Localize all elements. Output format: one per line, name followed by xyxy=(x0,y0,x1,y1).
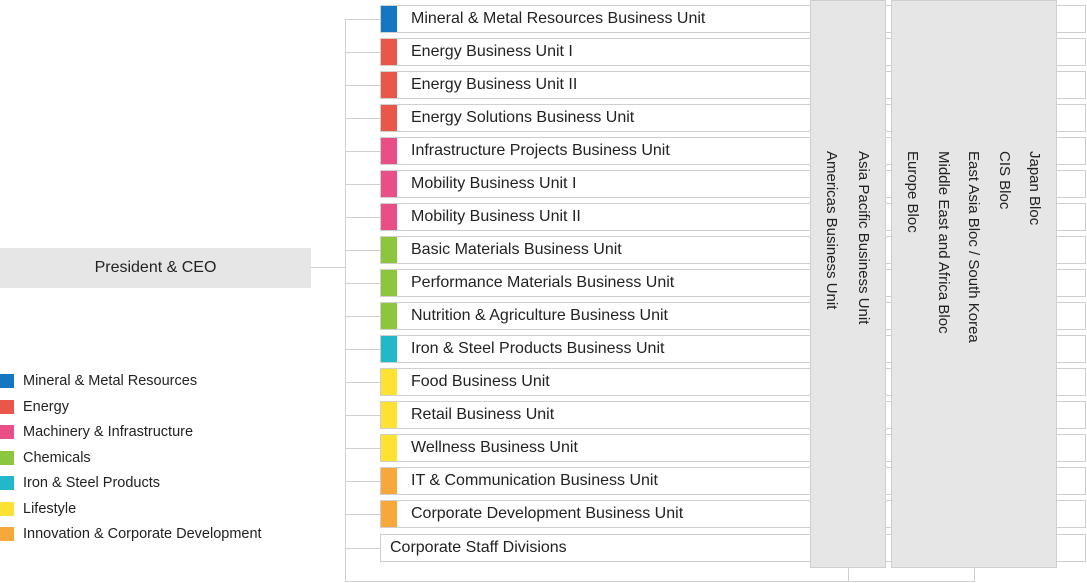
business-unit-label: Retail Business Unit xyxy=(411,406,555,423)
legend-swatch xyxy=(0,527,14,541)
category-swatch xyxy=(381,237,397,263)
category-swatch xyxy=(381,204,397,230)
category-swatch xyxy=(381,369,397,395)
business-unit-label: IT & Communication Business Unit xyxy=(411,472,658,489)
regional-bloc-label: Japan Bloc xyxy=(1026,151,1043,226)
regional-bloc-label: Middle East and Africa Bloc xyxy=(935,151,952,334)
legend-swatch xyxy=(0,400,14,414)
branch-connector xyxy=(345,448,380,449)
business-unit-label: Energy Solutions Business Unit xyxy=(411,109,635,126)
branch-connector xyxy=(345,118,380,119)
legend-item: Chemicals xyxy=(0,450,91,466)
category-swatch xyxy=(381,138,397,164)
legend-item: Machinery & Infrastructure xyxy=(0,424,193,440)
legend-label: Energy xyxy=(23,399,69,415)
drop-line-blocs xyxy=(974,567,975,582)
legend-label: Mineral & Metal Resources xyxy=(23,373,198,389)
branch-connector xyxy=(345,415,380,416)
trunk-line xyxy=(345,19,346,582)
ceo-box: President & CEO xyxy=(0,248,311,288)
category-swatch xyxy=(381,72,397,98)
regional-unit-label: Asia Pacific Business Unit xyxy=(855,151,872,325)
branch-connector xyxy=(345,250,380,251)
legend-swatch xyxy=(0,374,14,388)
category-swatch xyxy=(381,336,397,362)
legend-swatch xyxy=(0,476,14,490)
legend-item: Innovation & Corporate Development xyxy=(0,526,262,542)
legend-label: Innovation & Corporate Development xyxy=(23,526,262,542)
drop-line-regional xyxy=(848,567,849,582)
category-swatch xyxy=(381,6,397,32)
branch-connector xyxy=(345,548,380,549)
branch-connector xyxy=(345,283,380,284)
business-unit-label: Iron & Steel Products Business Unit xyxy=(411,340,665,357)
business-unit-label: Food Business Unit xyxy=(411,373,550,390)
branch-connector xyxy=(345,19,380,20)
legend-swatch xyxy=(0,502,14,516)
business-unit-label: Performance Materials Business Unit xyxy=(411,274,675,291)
category-swatch xyxy=(381,303,397,329)
business-unit-label: Infrastructure Projects Business Unit xyxy=(411,142,670,159)
regional-bloc-label: Europe Bloc xyxy=(904,151,921,233)
branch-connector xyxy=(345,52,380,53)
category-swatch xyxy=(381,468,397,494)
regional-unit-label: Americas Business Unit xyxy=(823,151,840,310)
legend-label: Lifestyle xyxy=(23,501,77,517)
regional-blocs-panel: Japan Bloc CIS Bloc East Asia Bloc / Sou… xyxy=(891,0,1057,568)
ceo-label: President & CEO xyxy=(94,259,217,276)
category-swatch xyxy=(381,435,397,461)
bottom-line xyxy=(345,581,975,582)
branch-connector xyxy=(345,514,380,515)
business-unit-label: Energy Business Unit II xyxy=(411,76,578,93)
legend-label: Iron & Steel Products xyxy=(23,475,161,491)
category-swatch xyxy=(381,270,397,296)
business-unit-label: Wellness Business Unit xyxy=(411,439,578,456)
legend-swatch xyxy=(0,425,14,439)
branch-connector xyxy=(345,151,380,152)
branch-connector xyxy=(345,184,380,185)
business-unit-label: Mobility Business Unit I xyxy=(411,175,577,192)
category-swatch xyxy=(381,105,397,131)
legend-item: Lifestyle xyxy=(0,501,76,517)
business-unit-label: Mineral & Metal Resources Business Unit xyxy=(411,10,706,27)
ceo-connector xyxy=(311,267,346,268)
branch-connector xyxy=(345,349,380,350)
branch-connector xyxy=(345,85,380,86)
branch-connector xyxy=(345,481,380,482)
legend-label: Chemicals xyxy=(23,450,91,466)
business-unit-label: Energy Business Unit I xyxy=(411,43,573,60)
legend-item: Iron & Steel Products xyxy=(0,475,160,491)
branch-connector xyxy=(345,382,380,383)
category-swatch xyxy=(381,171,397,197)
business-unit-label: Basic Materials Business Unit xyxy=(411,241,622,258)
regional-bloc-label: CIS Bloc xyxy=(996,151,1013,210)
category-swatch xyxy=(381,39,397,65)
branch-connector xyxy=(345,217,380,218)
regional-bloc-label: East Asia Bloc / South Korea xyxy=(965,151,982,343)
regional-business-units-panel: Asia Pacific Business Unit Americas Busi… xyxy=(810,0,886,568)
legend-swatch xyxy=(0,451,14,465)
legend-item: Mineral & Metal Resources xyxy=(0,373,197,389)
business-unit-label: Mobility Business Unit II xyxy=(411,208,581,225)
branch-connector xyxy=(345,316,380,317)
business-unit-label: Nutrition & Agriculture Business Unit xyxy=(411,307,668,324)
category-swatch xyxy=(381,501,397,527)
legend-label: Machinery & Infrastructure xyxy=(23,424,194,440)
staff-divisions-label: Corporate Staff Divisions xyxy=(390,539,567,556)
business-unit-label: Corporate Development Business Unit xyxy=(411,505,684,522)
category-swatch xyxy=(381,402,397,428)
legend-item: Energy xyxy=(0,399,69,415)
